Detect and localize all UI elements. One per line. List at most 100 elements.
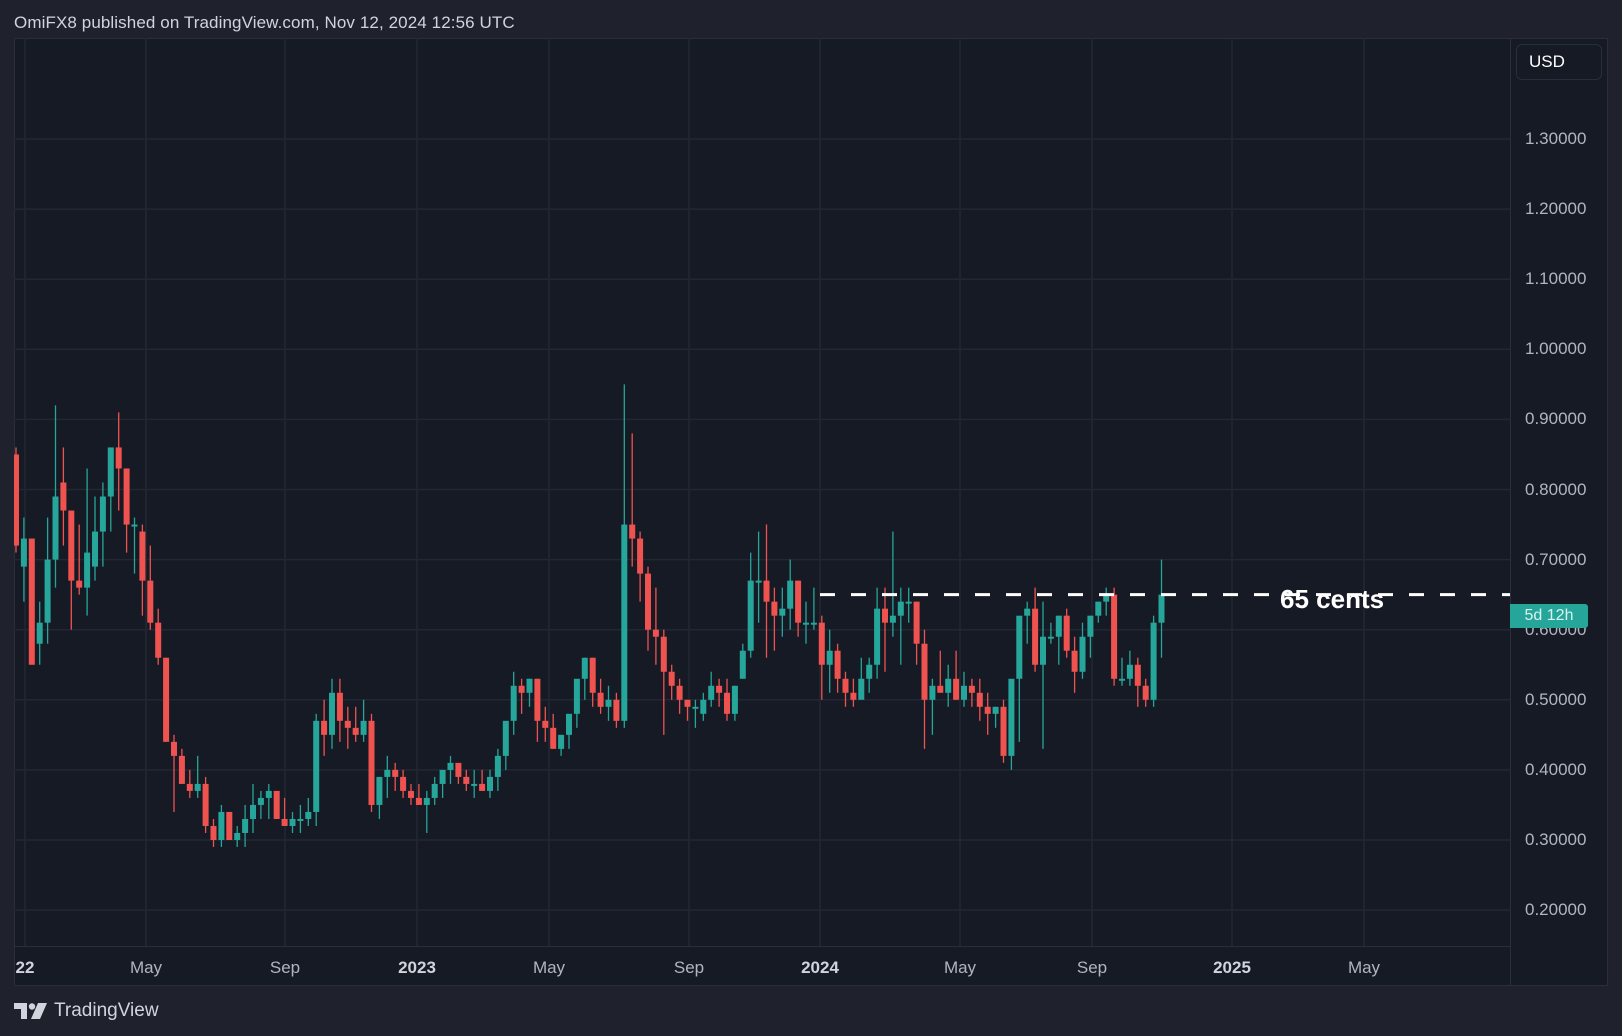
candle [234, 825, 241, 848]
candle [242, 804, 249, 848]
candle [739, 643, 746, 679]
time-tick-label: May [943, 958, 977, 977]
candle [518, 678, 525, 714]
candle [834, 643, 841, 693]
candle [1142, 678, 1149, 707]
chart-plot-area[interactable] [14, 38, 1510, 946]
time-tick-label: 2024 [801, 958, 839, 977]
candle [510, 671, 517, 735]
candle [250, 783, 256, 833]
candle [913, 601, 920, 665]
candle [1134, 657, 1141, 707]
candle [487, 769, 493, 798]
candle [360, 699, 367, 742]
candle [28, 538, 35, 665]
candle [163, 657, 170, 742]
time-axis[interactable] [14, 946, 1510, 986]
candle [597, 678, 604, 714]
candle [652, 587, 659, 665]
candle [1063, 608, 1070, 658]
candle [787, 559, 794, 630]
candle [20, 517, 27, 602]
candle [305, 797, 312, 826]
candle [858, 657, 865, 700]
candle [439, 769, 446, 798]
candle [76, 524, 83, 595]
publish-header: OmiFX8 published on TradingView.com, Nov… [14, 13, 515, 32]
candle [953, 650, 960, 700]
candle [684, 699, 691, 721]
candle [368, 713, 375, 812]
candle [897, 587, 904, 665]
price-tick-label: 0.70000 [1525, 549, 1587, 569]
candle [131, 517, 138, 574]
candle [621, 384, 628, 728]
candle [1095, 601, 1102, 623]
candle [1158, 559, 1165, 658]
candle [534, 678, 541, 742]
candle [329, 678, 335, 749]
candle [194, 755, 201, 798]
candle [1103, 587, 1110, 616]
candle [423, 790, 430, 833]
candle [937, 650, 944, 693]
candle [637, 531, 644, 602]
candle [542, 706, 549, 742]
candle [14, 447, 19, 553]
candle [779, 587, 786, 637]
time-tick-label: May [1347, 958, 1381, 977]
candle [1008, 678, 1015, 770]
candle [376, 776, 383, 819]
candle [99, 482, 106, 567]
candlestick-chart [14, 38, 1510, 946]
candle [1047, 622, 1054, 644]
time-tick-label: 22 [15, 958, 35, 977]
candle [115, 412, 122, 511]
time-tick-label: Sep [269, 958, 301, 977]
candle [558, 734, 565, 756]
time-tick-label: 2023 [398, 958, 436, 977]
candle [455, 762, 462, 784]
candle [155, 608, 162, 665]
candle [447, 755, 454, 784]
candle [178, 748, 185, 784]
candle [226, 811, 233, 840]
candle [502, 720, 509, 770]
price-tick-label: 0.90000 [1525, 409, 1587, 429]
candle [68, 510, 75, 630]
price-tick-label: 1.10000 [1525, 269, 1587, 289]
candle [866, 657, 873, 693]
time-tick-label: May [532, 958, 566, 977]
price-tick-label: 0.20000 [1525, 900, 1587, 920]
candle [795, 580, 802, 637]
tradingview-logo[interactable]: TradingView [14, 1000, 159, 1022]
candle [826, 629, 833, 693]
candle [1032, 587, 1039, 672]
currency-button[interactable]: USD [1516, 44, 1602, 80]
candle [629, 433, 636, 567]
candle [905, 587, 912, 623]
candle [803, 601, 809, 644]
candle [771, 587, 778, 651]
candle [842, 671, 849, 707]
price-axis[interactable] [1510, 38, 1608, 986]
candle [107, 447, 114, 532]
candle [171, 734, 177, 812]
candle [605, 685, 612, 721]
tradingview-logo-icon [14, 1003, 47, 1019]
candle [961, 671, 967, 707]
candle [1040, 601, 1046, 749]
time-tick-label: Sep [1076, 958, 1108, 977]
candle [313, 713, 320, 826]
price-tick-label: 0.80000 [1525, 479, 1587, 499]
candle [463, 769, 470, 791]
time-tick-label: May [129, 958, 163, 977]
candle [1000, 699, 1007, 763]
candle [44, 517, 51, 644]
candle [384, 755, 391, 798]
candle [186, 769, 193, 798]
candle [968, 678, 975, 707]
price-tick-label: 1.30000 [1525, 129, 1587, 148]
candle [755, 531, 762, 623]
chart-frame [14, 38, 1608, 986]
